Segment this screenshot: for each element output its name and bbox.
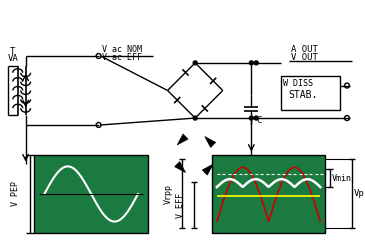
Polygon shape — [205, 136, 216, 147]
Text: W DISS: W DISS — [283, 79, 313, 88]
Text: V ac EFF: V ac EFF — [101, 53, 142, 62]
Circle shape — [193, 116, 197, 120]
Bar — [35, 155, 148, 233]
Polygon shape — [177, 134, 188, 145]
Bar — [212, 155, 325, 233]
Circle shape — [254, 61, 258, 65]
Text: V PEP: V PEP — [11, 182, 20, 207]
Text: STAB.: STAB. — [289, 90, 318, 100]
Circle shape — [249, 61, 253, 65]
Circle shape — [249, 116, 253, 120]
Bar — [281, 76, 340, 110]
Circle shape — [254, 116, 258, 120]
Text: A OUT: A OUT — [291, 45, 318, 54]
Polygon shape — [175, 162, 185, 172]
Text: T: T — [10, 47, 15, 56]
Circle shape — [193, 61, 197, 65]
Text: V OUT: V OUT — [291, 53, 318, 62]
Text: C: C — [256, 116, 262, 124]
Text: Vmin: Vmin — [332, 174, 352, 183]
Text: VA: VA — [8, 54, 19, 63]
Text: Vrpp: Vrpp — [164, 184, 173, 204]
Text: V ac NOM: V ac NOM — [101, 45, 142, 54]
Text: V EFF: V EFF — [176, 193, 185, 218]
Polygon shape — [202, 164, 213, 175]
Text: Vp: Vp — [354, 189, 365, 198]
